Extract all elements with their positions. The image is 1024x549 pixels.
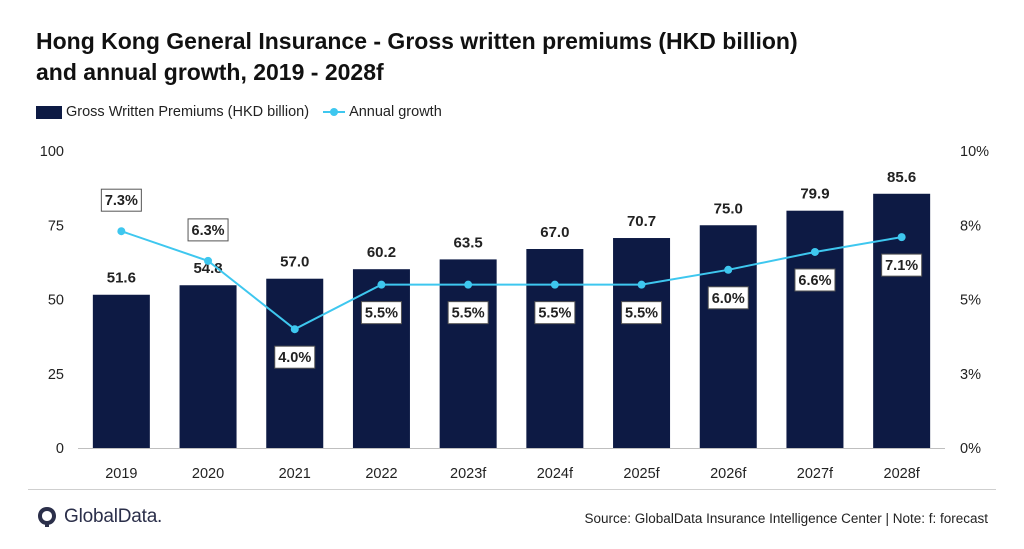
chart-title: Hong Kong General Insurance - Gross writ… xyxy=(36,26,936,88)
growth-point xyxy=(897,233,906,242)
left-axis-tick-label: 75 xyxy=(48,218,64,234)
left-axis-tick-label: 0 xyxy=(56,441,64,457)
growth-value-label: 5.5% xyxy=(538,306,571,322)
bar-value-label: 79.9 xyxy=(800,186,829,203)
x-axis-tick-label: 2024f xyxy=(537,466,574,482)
growth-value-label: 7.3% xyxy=(105,193,138,209)
growth-label-box xyxy=(621,301,663,325)
legend-line-label: Annual growth xyxy=(349,104,442,120)
growth-point xyxy=(464,280,473,289)
bar xyxy=(439,259,497,448)
legend-bar-swatch xyxy=(36,105,62,119)
right-axis-tick-label: 0% xyxy=(960,441,981,457)
x-axis-tick-label: 2020 xyxy=(192,466,224,482)
growth-point xyxy=(290,325,299,334)
x-axis-tick-label: 2027f xyxy=(797,466,834,482)
growth-label-box xyxy=(794,268,836,292)
growth-label-box xyxy=(360,301,402,325)
bar-value-label: 85.6 xyxy=(887,169,916,186)
right-axis-tick-label: 5% xyxy=(960,293,981,309)
growth-label-box xyxy=(881,253,923,277)
globaldata-logo-text: GlobalData. xyxy=(64,506,163,527)
growth-label-box xyxy=(707,286,749,310)
growth-value-label: 4.0% xyxy=(278,350,311,366)
x-axis-tick-label: 2026f xyxy=(710,466,747,482)
legend-line-swatch xyxy=(323,106,346,118)
x-axis-tick-label: 2025f xyxy=(623,466,660,482)
legend-bar-label: Gross Written Premiums (HKD billion) xyxy=(66,104,310,120)
legend-item-premiums: Gross Written Premiums (HKD billion) xyxy=(36,104,309,120)
bar xyxy=(699,225,757,448)
growth-value-label: 6.6% xyxy=(798,273,831,289)
right-axis-tick-label: 8% xyxy=(960,218,981,234)
growth-value-label: 7.1% xyxy=(885,258,918,274)
bar-value-label: 75.0 xyxy=(714,200,743,217)
x-axis-tick-label: 2021 xyxy=(279,466,311,482)
bar-value-label: 60.2 xyxy=(367,244,396,261)
growth-value-label: 5.5% xyxy=(452,306,485,322)
bar-value-label: 67.0 xyxy=(540,224,569,241)
chart-title-line1: Hong Kong General Insurance - Gross writ… xyxy=(36,28,798,54)
right-axis-tick-label: 3% xyxy=(960,367,981,383)
globaldata-logo-icon xyxy=(38,507,56,527)
bar xyxy=(613,238,671,448)
bar-value-label: 51.6 xyxy=(107,270,136,287)
growth-point xyxy=(724,265,733,274)
growth-value-label: 6.3% xyxy=(192,223,225,239)
left-axis-tick-label: 50 xyxy=(48,293,64,309)
bar xyxy=(352,269,410,448)
source-note: Source: GlobalData Insurance Intelligenc… xyxy=(584,511,988,526)
growth-label-box xyxy=(187,218,229,242)
bar xyxy=(179,285,237,448)
growth-value-label: 5.5% xyxy=(365,306,398,322)
x-axis-tick-label: 2028f xyxy=(884,466,921,482)
bar-value-label: 63.5 xyxy=(454,234,483,251)
bar-value-label: 54.8 xyxy=(193,260,222,277)
growth-label-box xyxy=(447,301,489,325)
x-axis-tick-label: 2022 xyxy=(365,466,397,482)
globaldata-logo: GlobalData. xyxy=(36,505,162,529)
left-axis-tick-label: 100 xyxy=(40,144,64,160)
chart-title-line2: and annual growth, 2019 - 2028f xyxy=(36,59,384,85)
growth-label-box xyxy=(274,345,316,369)
left-axis-tick-label: 25 xyxy=(48,367,64,383)
growth-point xyxy=(204,256,213,265)
growth-point xyxy=(637,280,646,289)
growth-value-label: 6.0% xyxy=(712,291,745,307)
bar xyxy=(873,193,931,448)
growth-line xyxy=(121,230,902,331)
growth-point xyxy=(377,280,386,289)
x-axis-tick-label: 2023f xyxy=(450,466,487,482)
growth-label-box xyxy=(534,301,576,325)
growth-point xyxy=(550,280,559,289)
bar xyxy=(786,210,844,448)
bar-value-label: 70.7 xyxy=(627,213,656,230)
growth-point xyxy=(810,247,819,256)
right-axis-tick-label: 10% xyxy=(960,144,989,160)
bar xyxy=(92,294,150,448)
growth-point xyxy=(117,227,126,236)
bar xyxy=(526,249,584,448)
x-axis-tick-label: 2019 xyxy=(105,466,137,482)
growth-value-label: 5.5% xyxy=(625,306,658,322)
footer-divider xyxy=(28,489,996,490)
bar-value-label: 57.0 xyxy=(280,254,309,271)
chart-legend: Gross Written Premiums (HKD billion) Ann… xyxy=(36,102,456,122)
legend-item-growth: Annual growth xyxy=(323,104,442,120)
growth-label-box xyxy=(100,188,142,212)
